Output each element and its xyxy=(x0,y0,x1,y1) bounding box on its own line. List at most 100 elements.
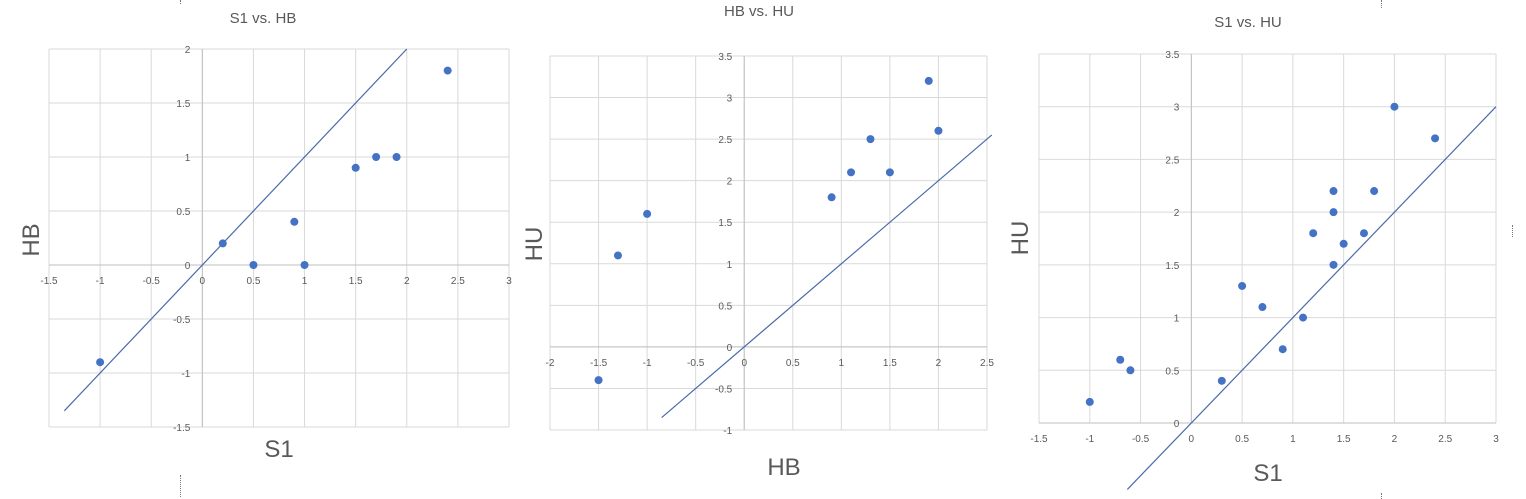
data-point xyxy=(392,153,401,161)
data-point xyxy=(1329,187,1338,196)
x-tick-label: -1 xyxy=(1085,434,1094,445)
data-point xyxy=(290,217,299,226)
x-tick-label: -1 xyxy=(643,358,652,369)
y-tick-label: 2 xyxy=(185,45,191,56)
y-tick-label: 1.5 xyxy=(176,99,190,110)
y-tick-label: 1 xyxy=(727,260,733,271)
x-tick-label: 3 xyxy=(506,276,512,287)
y-tick-label: 1.5 xyxy=(1165,261,1179,272)
data-point xyxy=(443,66,452,75)
x-tick-label: -1.5 xyxy=(40,276,58,287)
y-tick-label: 3 xyxy=(727,94,733,105)
separator-marker xyxy=(1381,493,1382,499)
separator-marker xyxy=(1381,0,1382,8)
x-tick-label: 1.5 xyxy=(1337,434,1351,445)
x-tick-label: 0 xyxy=(741,358,747,369)
data-point xyxy=(372,153,381,161)
y-tick-label: -0.5 xyxy=(173,315,191,326)
reference-line xyxy=(1126,106,1497,490)
y-tick-label: -0.5 xyxy=(715,384,733,395)
x-tick-label: -1.5 xyxy=(1030,434,1048,445)
y-tick-label: 0.5 xyxy=(718,301,732,312)
x-tick-label: 0.5 xyxy=(246,276,260,287)
y-tick-label: 1 xyxy=(1174,314,1180,325)
y-tick-label: -1.5 xyxy=(173,423,191,434)
chart-title: S1 vs. HU xyxy=(1214,14,1282,31)
y-tick-label: 0.5 xyxy=(176,207,190,218)
x-tick-label: 2 xyxy=(936,358,942,369)
data-point xyxy=(1085,397,1094,406)
reference-line xyxy=(63,48,408,412)
data-point xyxy=(885,168,894,177)
data-point xyxy=(1299,313,1308,322)
data-point xyxy=(1359,229,1368,238)
data-point xyxy=(1126,366,1135,375)
data-point xyxy=(934,126,943,135)
data-point xyxy=(300,261,309,269)
separator-marker xyxy=(180,0,181,4)
data-point xyxy=(1278,345,1287,354)
x-tick-label: 0.5 xyxy=(1235,434,1249,445)
x-tick-label: -0.5 xyxy=(687,358,705,369)
x-tick-label: -1.5 xyxy=(590,358,608,369)
x-axis-label: HB xyxy=(767,454,801,481)
x-tick-label: 1.5 xyxy=(883,358,897,369)
y-tick-label: 3 xyxy=(1174,103,1180,114)
x-tick-label: 0.5 xyxy=(786,358,800,369)
separator-marker xyxy=(180,475,181,497)
data-point xyxy=(351,163,360,172)
x-axis-label: S1 xyxy=(1253,460,1283,487)
data-point xyxy=(249,261,258,269)
y-tick-label: 2 xyxy=(727,177,733,188)
chart-title: S1 vs. HB xyxy=(229,10,297,27)
data-point xyxy=(96,358,105,367)
y-tick-label: 2.5 xyxy=(1165,155,1179,166)
x-tick-label: -2 xyxy=(546,358,555,369)
data-point xyxy=(1339,239,1348,248)
x-tick-label: 1 xyxy=(302,276,308,287)
data-point xyxy=(1431,134,1440,143)
x-tick-label: 1 xyxy=(839,358,845,369)
y-tick-label: 2 xyxy=(1174,208,1180,219)
data-point xyxy=(924,76,933,85)
x-tick-label: 3 xyxy=(1493,434,1499,445)
x-axis-label: S1 xyxy=(264,436,294,463)
x-tick-label: -0.5 xyxy=(1132,434,1150,445)
data-point xyxy=(643,209,652,218)
data-point xyxy=(594,376,603,385)
data-point xyxy=(1329,208,1338,217)
x-tick-label: -0.5 xyxy=(143,276,161,287)
y-tick-label: 1.5 xyxy=(718,218,732,229)
data-point xyxy=(1309,229,1318,238)
data-point xyxy=(1329,260,1338,269)
x-tick-label: -1 xyxy=(96,276,105,287)
x-tick-label: 1 xyxy=(1290,434,1296,445)
data-point xyxy=(218,239,227,248)
y-tick-label: -1 xyxy=(723,426,732,437)
y-tick-label: 0 xyxy=(185,261,191,272)
y-tick-label: 0 xyxy=(727,343,733,354)
y-tick-label: -1 xyxy=(181,369,190,380)
y-tick-label: 0.5 xyxy=(1165,366,1179,377)
y-tick-label: 1 xyxy=(185,153,191,164)
x-tick-label: 2 xyxy=(1392,434,1398,445)
data-point xyxy=(866,135,875,144)
data-point xyxy=(847,168,856,177)
y-tick-label: 3.5 xyxy=(1165,50,1179,61)
x-tick-label: 0 xyxy=(1189,434,1195,445)
data-point xyxy=(827,193,836,202)
x-tick-label: 0 xyxy=(200,276,206,287)
data-point xyxy=(1390,102,1399,111)
data-point xyxy=(1217,376,1226,385)
x-tick-label: 2 xyxy=(404,276,410,287)
y-tick-label: 0 xyxy=(1174,419,1180,430)
chart-title: HB vs. HU xyxy=(723,3,795,20)
data-point xyxy=(1238,281,1247,290)
data-point xyxy=(1258,303,1267,312)
reference-line xyxy=(661,134,993,418)
y-tick-label: 2.5 xyxy=(718,135,732,146)
x-tick-label: 2.5 xyxy=(980,358,994,369)
